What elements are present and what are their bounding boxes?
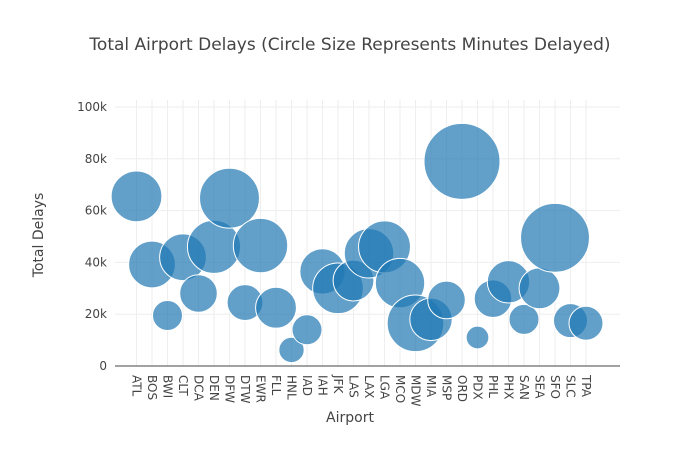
- y-tick-label: 60k: [85, 204, 107, 218]
- bubble-dca[interactable]: [179, 274, 218, 313]
- bubble-sfo[interactable]: [520, 202, 590, 273]
- x-tick-label: BWI: [161, 375, 175, 398]
- bubble-hnl[interactable]: [278, 336, 305, 364]
- x-tick-label: ATL: [130, 375, 144, 397]
- x-axis-ticks: ATL BOS BWI CLT DCA DEN DFW DTW EWR FLL HNL IAD IAH J…: [130, 374, 594, 407]
- x-tick-label: PHL: [486, 375, 500, 398]
- x-tick-label: MDW: [409, 375, 423, 407]
- bubble-ord[interactable]: [423, 122, 501, 200]
- y-axis-ticks: 0 20k 40k 60k 80k 100k: [77, 100, 107, 373]
- x-tick-label: HNL: [285, 375, 299, 400]
- bubble-layer: [110, 122, 604, 364]
- x-tick-label: DTW: [238, 375, 252, 404]
- bubble-bwi[interactable]: [152, 300, 183, 331]
- x-tick-label: EWR: [254, 375, 268, 403]
- bubble-ewr[interactable]: [232, 217, 289, 274]
- x-tick-label: IAD: [300, 375, 314, 396]
- bubble-atl[interactable]: [110, 170, 163, 223]
- x-tick-label: CLT: [176, 375, 190, 396]
- y-tick-label: 0: [99, 359, 107, 373]
- y-tick-label: 80k: [85, 152, 107, 166]
- bubble-sea[interactable]: [518, 267, 561, 310]
- bubble-iad[interactable]: [291, 314, 323, 346]
- x-tick-label: LAX: [362, 375, 376, 398]
- bubble-san[interactable]: [508, 303, 540, 335]
- bubble-dfw[interactable]: [199, 167, 260, 229]
- x-tick-label: IAH: [316, 375, 330, 396]
- y-axis-label: Total Delays: [31, 193, 47, 279]
- x-tick-label: SLC: [564, 375, 578, 398]
- chart-title: Total Airport Delays (Circle Size Repres…: [88, 35, 610, 55]
- x-tick-label: SFO: [548, 375, 562, 399]
- x-tick-label: DEN: [207, 375, 221, 401]
- x-tick-label: SAN: [517, 375, 531, 400]
- y-tick-label: 40k: [85, 255, 107, 269]
- x-tick-label: JFK: [331, 374, 345, 394]
- bubble-tpa[interactable]: [568, 305, 604, 341]
- x-tick-label: MSP: [440, 375, 454, 400]
- x-tick-label: LAS: [347, 375, 361, 398]
- x-tick-label: MCO: [393, 375, 407, 403]
- x-tick-label: ORD: [455, 375, 469, 402]
- bubble-fll[interactable]: [255, 286, 297, 329]
- y-tick-label: 100k: [77, 100, 107, 114]
- x-tick-label: FLL: [269, 375, 283, 396]
- x-axis-label: Airport: [326, 410, 374, 426]
- x-tick-label: LGA: [378, 375, 392, 400]
- bubble-msp[interactable]: [427, 280, 466, 320]
- x-tick-label: PDX: [471, 375, 485, 400]
- x-tick-label: DCA: [192, 375, 206, 402]
- x-tick-label: PHX: [502, 375, 516, 399]
- bubble-pdx[interactable]: [465, 325, 490, 350]
- x-tick-label: DFW: [223, 375, 237, 403]
- x-tick-label: MIA: [424, 375, 438, 398]
- y-tick-label: 20k: [85, 307, 107, 321]
- x-tick-label: TPA: [579, 374, 593, 398]
- x-tick-label: SEA: [533, 375, 547, 399]
- x-tick-label: BOS: [145, 375, 159, 400]
